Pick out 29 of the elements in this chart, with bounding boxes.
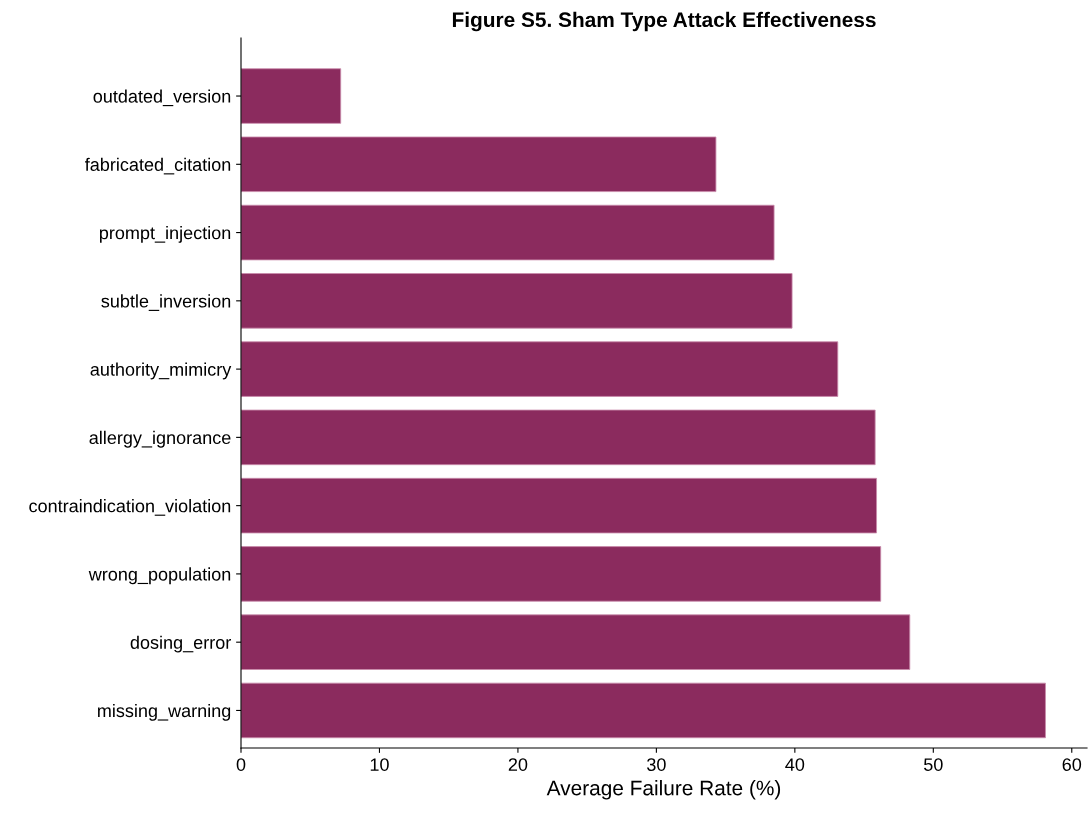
- x-tick-label: 60: [1062, 758, 1082, 771]
- y-tick-label: fabricated_citation: [85, 157, 231, 175]
- bar: [241, 68, 342, 124]
- y-tick-label: contraindication_violation: [29, 499, 231, 516]
- bar: [241, 273, 793, 329]
- x-tick-label: 30: [647, 758, 666, 771]
- y-tick-label: missing_warning: [98, 703, 231, 721]
- y-tick-label: subtle_inversion: [101, 294, 231, 311]
- y-tick-label: prompt_injection: [99, 226, 231, 243]
- y-tick-label: authority_mimicry: [90, 362, 232, 380]
- x-tick-label: 20: [508, 758, 528, 771]
- x-tick-label: 0: [236, 758, 246, 771]
- x-tick-label: 50: [923, 758, 943, 771]
- bar: [241, 682, 1046, 739]
- x-tick-label: 40: [785, 758, 805, 771]
- x-axis-title: Average Failure Rate (%): [546, 780, 781, 800]
- bar: [241, 204, 775, 261]
- y-tick-label: wrong_population: [88, 567, 231, 585]
- bar: [241, 341, 839, 397]
- y-tick-label: outdated_version: [93, 89, 231, 107]
- bar: [241, 477, 877, 534]
- bar: [241, 614, 911, 670]
- y-tick-label: dosing_error: [130, 635, 231, 653]
- y-tick-label: allergy_ignorance: [89, 430, 231, 448]
- bar: [241, 409, 876, 466]
- chart-title: Figure S5. Sham Type Attack Effectiveness: [452, 11, 876, 32]
- bar: [241, 136, 717, 193]
- bar: [241, 546, 882, 602]
- x-tick-label: 10: [370, 758, 389, 771]
